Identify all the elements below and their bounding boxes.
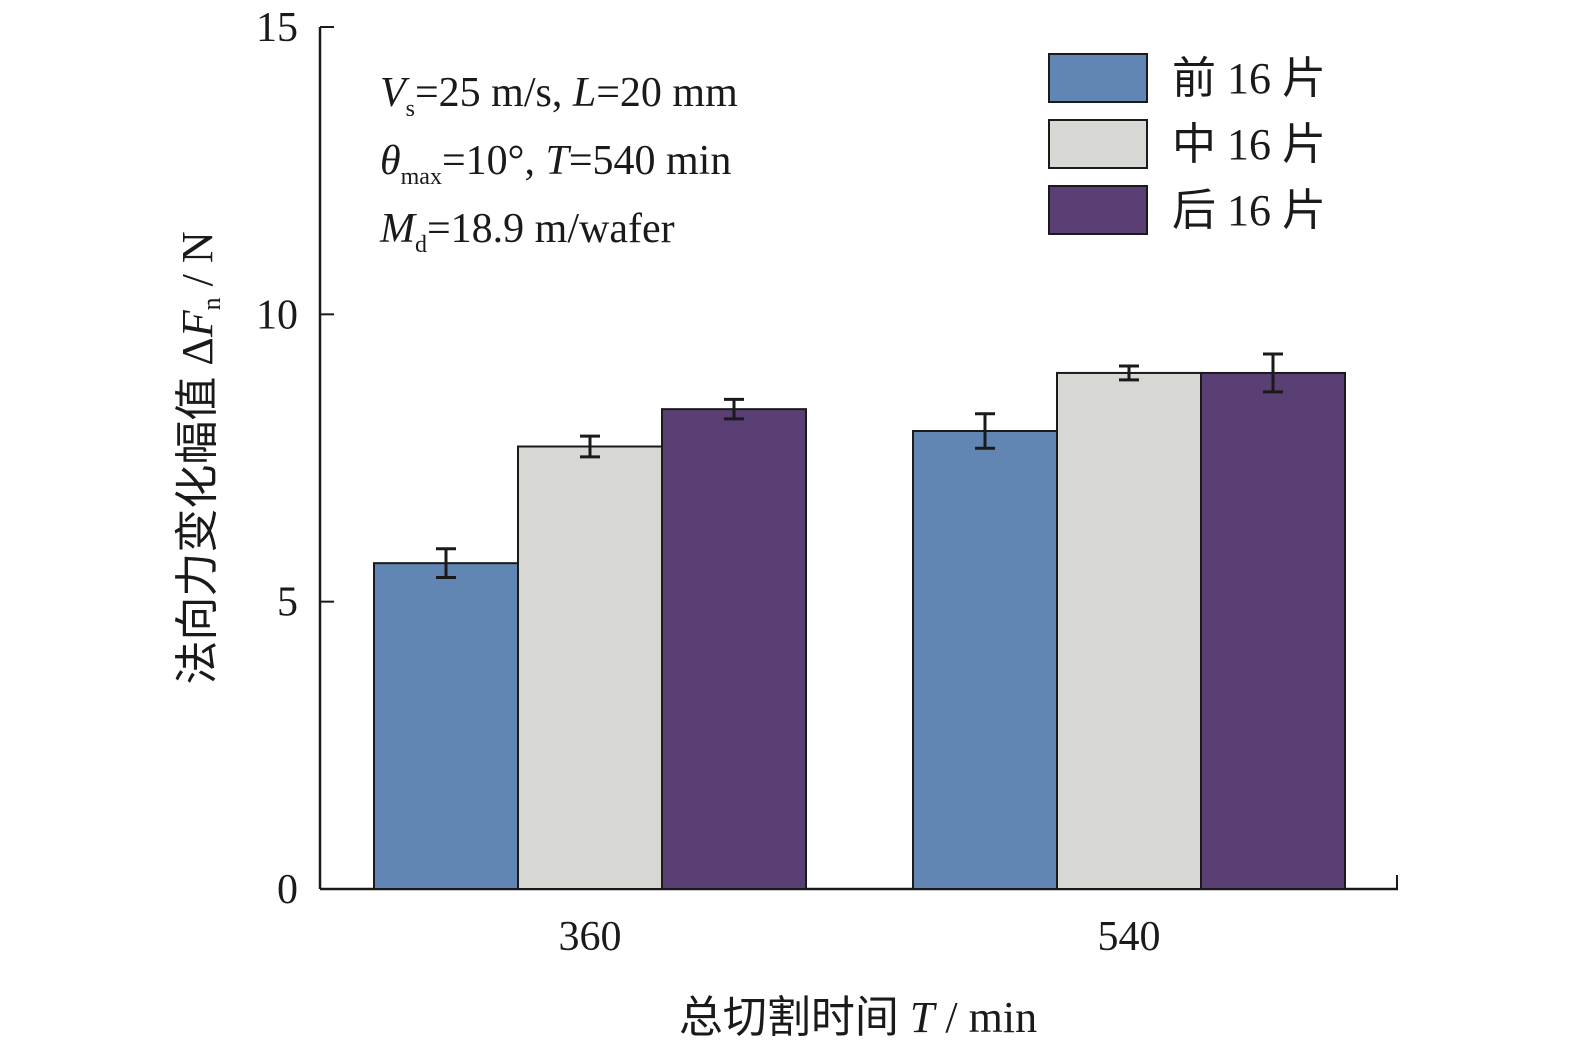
x-tick-label: 360 [559,914,622,960]
annotation-block: Vs=25 m/s, L=20 mm θmax=10°, T=540 min M… [379,70,738,258]
legend-label: 前 16 片 [1172,54,1326,103]
bars [373,352,1346,890]
y-tick-label: 10 [256,292,298,338]
legend-swatch [1048,119,1148,169]
error-bar [1119,364,1139,382]
legend: 前 16 片中 16 片后 16 片 [1048,53,1326,235]
x-tick-label: 540 [1098,914,1161,960]
error-bar [1263,352,1283,394]
x-axis-title: 总切割时间 T / min [679,993,1037,1042]
legend-label: 后 16 片 [1172,186,1326,235]
y-ticks: 0 5 10 15 [256,5,334,913]
y-axis-title: 法向力变化幅值 ΔFn / N [173,231,226,684]
bar-540-series-3 [1200,371,1346,890]
legend-label: 中 16 片 [1172,120,1326,169]
y-tick-label: 15 [256,5,298,51]
bar-360-series-1 [373,562,519,890]
y-tick-label: 0 [277,867,298,913]
legend-swatch [1048,53,1148,103]
bar-360-series-3 [661,408,807,890]
bar-540-series-1 [912,429,1058,890]
annotation-line-1: Vs=25 m/s, L=20 mm [380,70,738,122]
legend-swatch [1048,185,1148,235]
bar-360-series-2 [517,445,663,890]
annotation-line-3: Md=18.9 m/wafer [379,206,675,258]
error-bar [975,412,995,450]
x-ticks: 360 540 [559,914,1161,960]
error-bar [580,434,600,459]
bar-540-series-2 [1056,371,1202,890]
error-bar [436,547,456,580]
y-tick-label: 5 [277,580,298,626]
error-bar [724,397,744,421]
annotation-line-2: θmax=10°, T=540 min [380,138,731,190]
